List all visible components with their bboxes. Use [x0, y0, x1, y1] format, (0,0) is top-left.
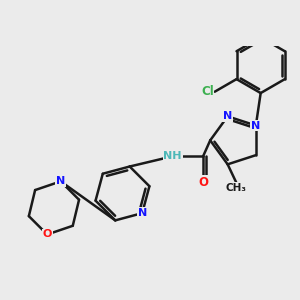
Text: O: O	[198, 176, 208, 189]
Text: N: N	[138, 208, 147, 218]
Text: N: N	[56, 176, 65, 186]
Text: N: N	[223, 111, 232, 122]
Text: CH₃: CH₃	[226, 183, 247, 193]
Text: Cl: Cl	[201, 85, 214, 98]
Text: O: O	[43, 230, 52, 239]
Text: NH: NH	[164, 151, 182, 161]
Text: N: N	[251, 121, 260, 130]
